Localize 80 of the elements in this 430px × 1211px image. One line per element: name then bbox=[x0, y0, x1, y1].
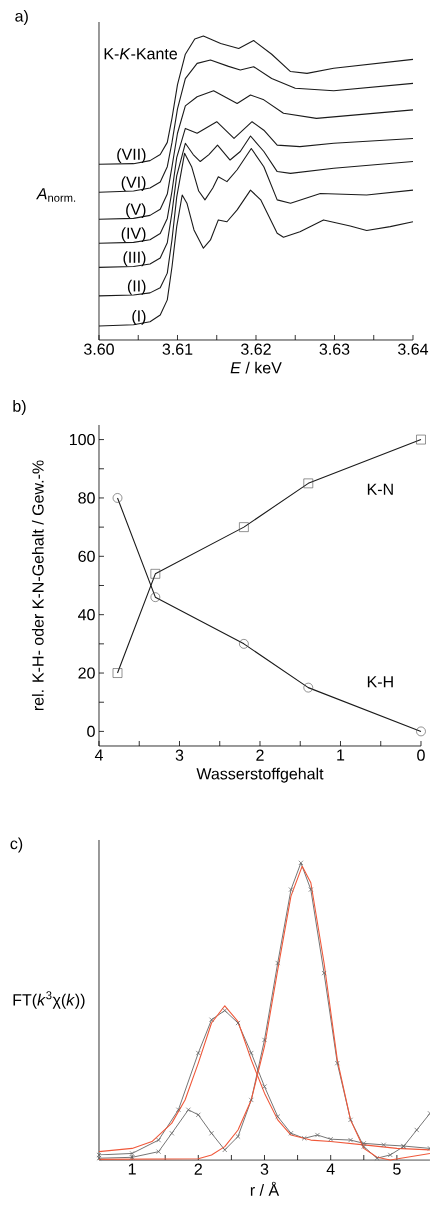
point bbox=[275, 1114, 281, 1120]
point bbox=[288, 1130, 294, 1136]
point bbox=[169, 1130, 175, 1136]
point bbox=[361, 1144, 367, 1150]
series-label: (V) bbox=[126, 203, 146, 219]
series-label: K-N bbox=[367, 483, 393, 495]
x-tick-label: 4 bbox=[326, 1163, 335, 1175]
point bbox=[209, 1017, 215, 1023]
series-label: (VII) bbox=[117, 148, 146, 164]
x-axis-title: Wasserstoffgehalt bbox=[196, 767, 324, 783]
point bbox=[328, 1136, 334, 1142]
point bbox=[321, 970, 327, 976]
point bbox=[301, 1135, 307, 1141]
y-tick-label: 40 bbox=[78, 609, 95, 621]
series-label: (III) bbox=[123, 251, 146, 267]
point bbox=[262, 1037, 267, 1043]
series-label: (VI) bbox=[121, 176, 146, 192]
x-tick-label: 3.61 bbox=[162, 343, 193, 355]
point bbox=[308, 887, 314, 893]
point bbox=[348, 1137, 354, 1143]
series-label: K-H bbox=[367, 676, 393, 688]
point bbox=[175, 1107, 181, 1113]
point bbox=[235, 1020, 241, 1026]
x-axis-title: E / keV bbox=[230, 361, 282, 374]
point bbox=[96, 1155, 102, 1161]
x-tick-label: 4 bbox=[94, 749, 103, 761]
x-axis-title: r / Å bbox=[250, 1181, 280, 1196]
point bbox=[185, 1107, 191, 1113]
y-tick-label: 60 bbox=[78, 550, 95, 562]
y-axis-title: A$_{norm.}$ bbox=[36, 188, 76, 202]
x-tick-label: 3.60 bbox=[84, 343, 114, 355]
point bbox=[387, 1152, 393, 1158]
y-axis-title: rel. K-H- oder K-N-Gehalt / Gew.-% bbox=[31, 460, 44, 711]
point bbox=[275, 960, 281, 966]
chart-title: c) bbox=[10, 837, 23, 853]
point bbox=[195, 1050, 201, 1056]
y-tick-label: 80 bbox=[78, 492, 95, 504]
point bbox=[374, 1155, 380, 1161]
point bbox=[222, 1008, 228, 1014]
point bbox=[222, 1147, 228, 1153]
point bbox=[288, 887, 294, 893]
y-tick-label: 20 bbox=[78, 667, 95, 679]
x-tick-label: 3.63 bbox=[319, 343, 350, 355]
point bbox=[414, 1127, 420, 1133]
x-tick-label: 3.64 bbox=[398, 343, 429, 355]
x-tick-label: 0 bbox=[417, 749, 425, 761]
y-axis-title: FT(k$^{3}$χ(k)) bbox=[13, 991, 85, 1009]
point bbox=[156, 1137, 162, 1143]
point bbox=[96, 1152, 102, 1158]
y-tick-label: 0 bbox=[87, 725, 95, 738]
point bbox=[298, 860, 304, 866]
point bbox=[381, 1142, 387, 1148]
point bbox=[314, 1132, 320, 1138]
x-tick-label: 3 bbox=[260, 1163, 269, 1175]
x-tick-label: 1 bbox=[128, 1163, 136, 1175]
point bbox=[348, 1117, 354, 1123]
x-tick-label: 3 bbox=[175, 749, 184, 761]
point bbox=[262, 1084, 267, 1090]
x-tick-label: 2 bbox=[194, 1163, 202, 1175]
chart-title: a) bbox=[15, 10, 28, 25]
annotation: K-K-Kante bbox=[104, 48, 178, 60]
point bbox=[334, 1060, 340, 1066]
x-tick-label: 2 bbox=[256, 749, 264, 761]
series-label: (IV) bbox=[121, 227, 146, 243]
point bbox=[361, 1140, 367, 1146]
point bbox=[209, 1130, 215, 1136]
chart-title: b) bbox=[13, 400, 26, 415]
x-tick-label: 3.62 bbox=[241, 343, 271, 355]
point bbox=[129, 1154, 135, 1160]
series-label: (II) bbox=[127, 279, 146, 295]
x-tick-label: 5 bbox=[393, 1163, 401, 1175]
point bbox=[195, 1112, 201, 1118]
point bbox=[129, 1150, 135, 1156]
series-label: (I) bbox=[132, 309, 146, 325]
y-tick-label: 100 bbox=[69, 433, 95, 446]
point bbox=[156, 1149, 162, 1155]
point bbox=[235, 1134, 241, 1139]
x-tick-label: 1 bbox=[337, 749, 345, 761]
point bbox=[248, 1050, 254, 1056]
point bbox=[248, 1097, 254, 1103]
